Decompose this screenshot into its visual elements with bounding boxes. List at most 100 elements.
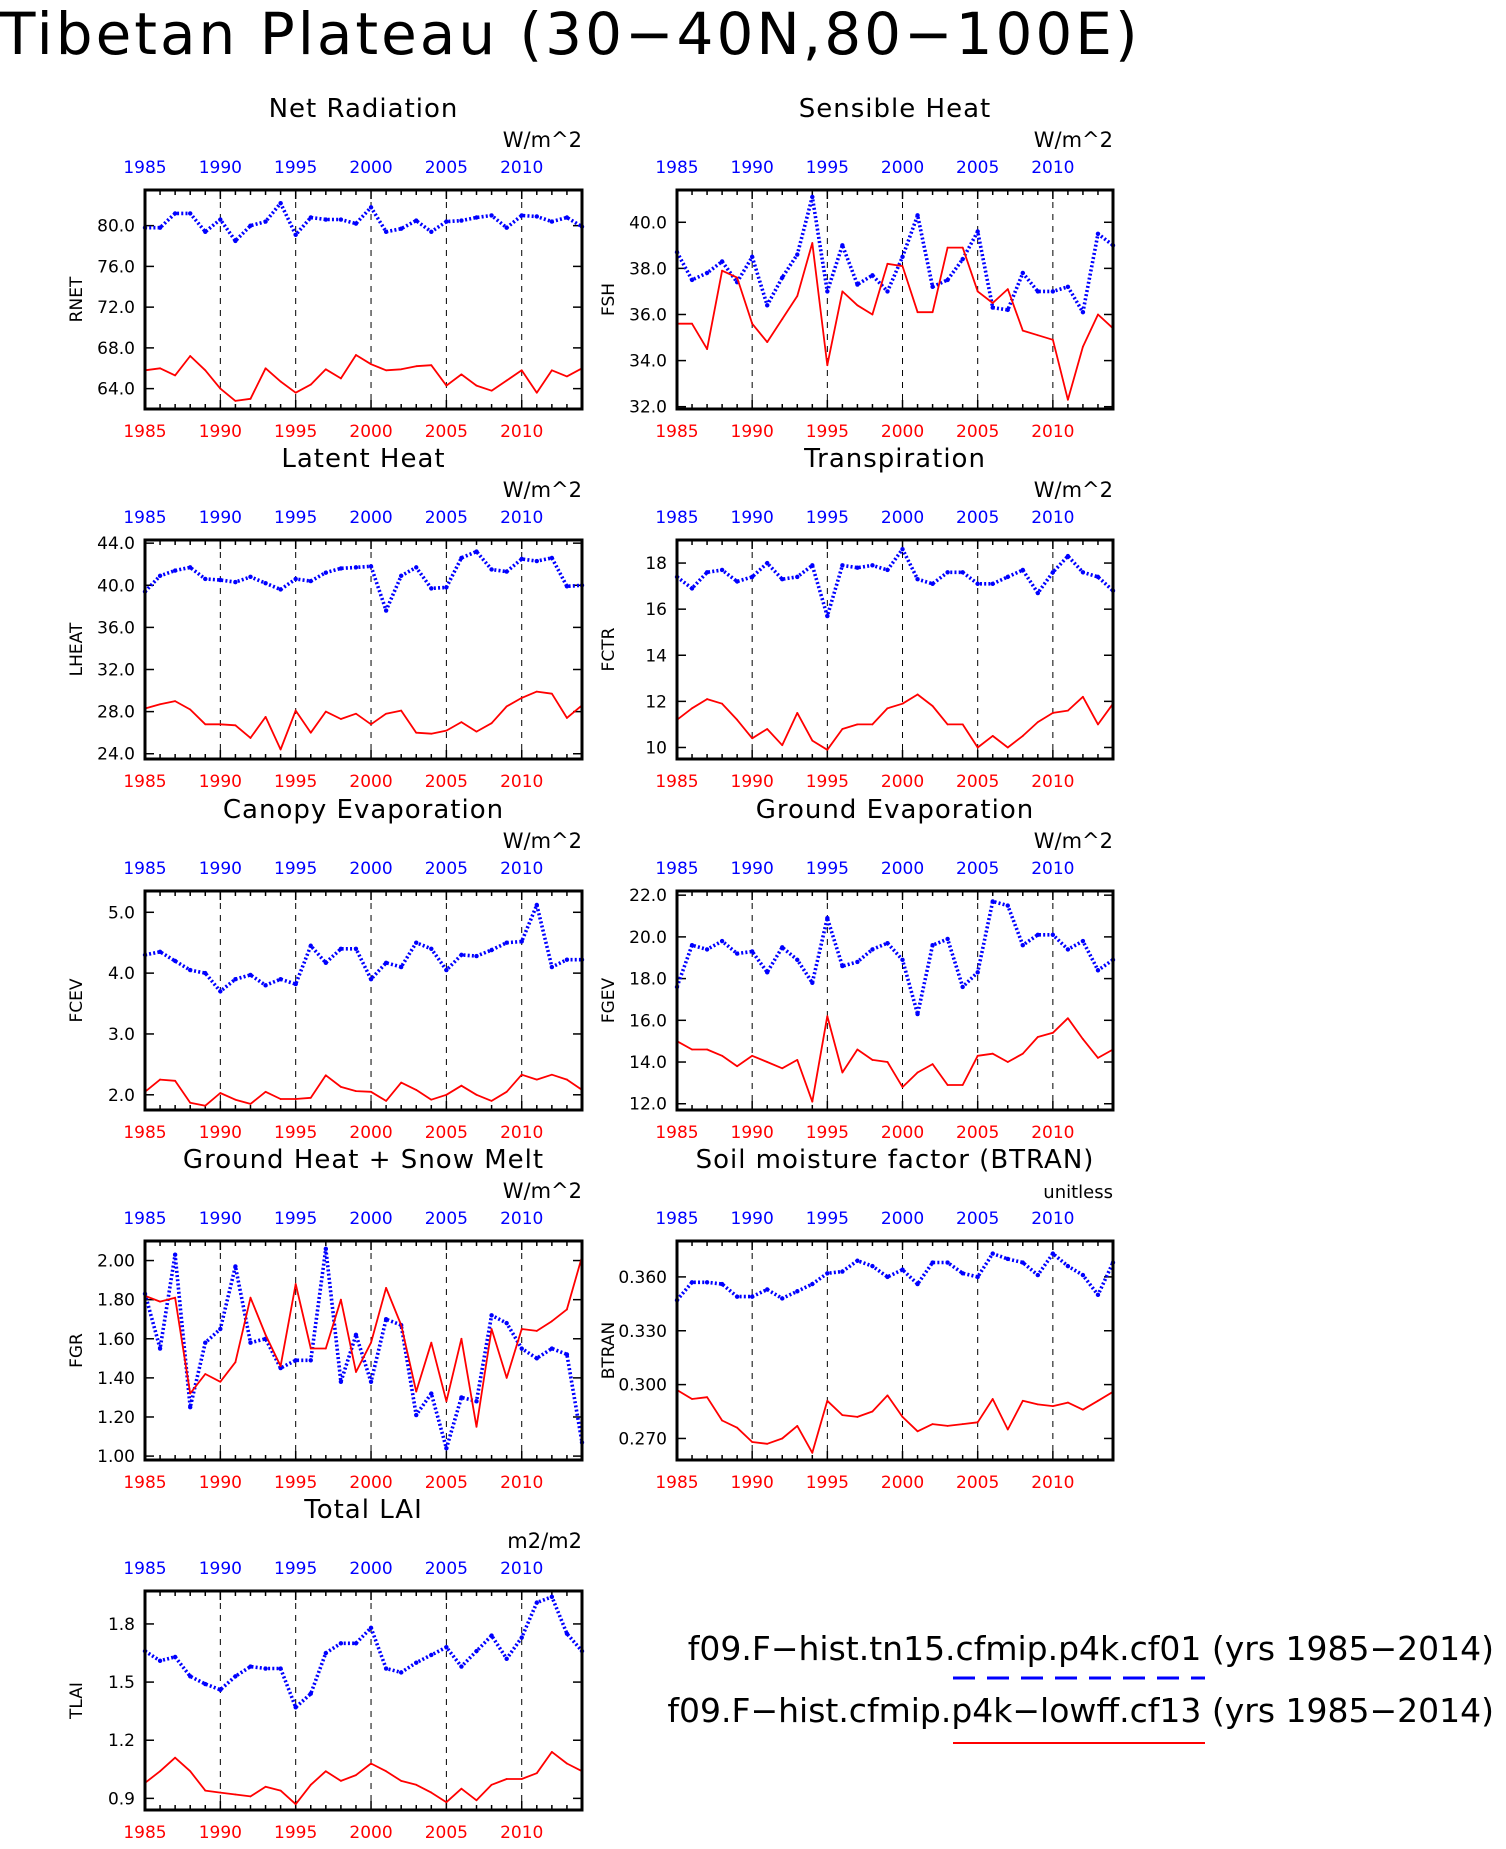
data-point-case1 <box>338 1379 344 1384</box>
data-point-case1 <box>308 1358 313 1363</box>
data-point-case2 <box>1051 711 1054 714</box>
y-tick-label: 20.0 <box>629 928 667 948</box>
x-tick-label-top: 2005 <box>425 508 468 528</box>
data-point-case2 <box>430 1098 433 1101</box>
data-point-case1 <box>689 943 695 948</box>
data-point-case2 <box>535 391 538 394</box>
data-point-case2 <box>324 1074 327 1077</box>
data-point-case2 <box>871 313 874 316</box>
units-label: W/m^2 <box>1034 128 1113 152</box>
data-point-case1 <box>263 983 268 988</box>
x-tick-label-top: 1995 <box>806 1209 849 1229</box>
x-tick-label-top: 1990 <box>731 1209 774 1229</box>
data-point-case1 <box>855 959 860 965</box>
chart-panel: Transpiration W/m^2 1985 1985 1990 1990 1995 19… <box>599 444 1116 792</box>
data-point-case1 <box>1005 307 1010 313</box>
data-point-case1 <box>368 1625 374 1631</box>
data-point-case1 <box>734 1294 740 1299</box>
data-point-case2 <box>400 1780 403 1782</box>
data-point-case1 <box>398 226 404 231</box>
data-point-case2 <box>249 1795 252 1798</box>
data-point-case1 <box>188 967 193 973</box>
data-point-case1 <box>308 215 313 220</box>
x-tick-label: 2005 <box>425 1473 468 1493</box>
y-tick-label: 1.2 <box>108 1731 135 1751</box>
data-point-case2 <box>234 399 237 402</box>
x-tick-label: 1990 <box>731 1123 774 1143</box>
y-tick-label: 0.270 <box>618 1429 667 1449</box>
data-point-case1 <box>172 1654 178 1660</box>
data-point-case1 <box>157 225 163 230</box>
data-point-case2 <box>550 1073 553 1076</box>
plot-frame <box>675 1239 1115 1462</box>
data-point-case2 <box>355 1090 357 1093</box>
x-tick-label: 1990 <box>199 422 242 442</box>
data-point-case1 <box>1080 1272 1086 1278</box>
data-point-case2 <box>505 705 508 708</box>
data-point-case1 <box>719 938 725 944</box>
data-point-case1 <box>414 1660 419 1665</box>
data-point-case1 <box>960 570 965 575</box>
plot-frame <box>675 188 1115 411</box>
data-point-case1 <box>203 576 208 582</box>
x-tick-label: 1985 <box>655 772 698 792</box>
data-point-case1 <box>203 1340 208 1345</box>
y-tick-label: 2.00 <box>97 1252 135 1272</box>
data-point-case2 <box>691 1398 693 1400</box>
data-point-case1 <box>885 1274 890 1280</box>
data-point-case2 <box>566 1308 568 1311</box>
data-point-case1 <box>429 1391 434 1396</box>
data-point-case2 <box>721 702 724 705</box>
data-point-case1 <box>353 1332 359 1338</box>
data-point-case1 <box>323 1246 329 1252</box>
x-tick-label: 2000 <box>881 1473 924 1493</box>
data-point-case1 <box>689 277 695 283</box>
data-point-case1 <box>172 568 178 573</box>
data-point-case1 <box>1020 567 1025 573</box>
data-point-case1 <box>278 587 283 592</box>
data-point-case2 <box>460 721 463 724</box>
data-point-case2 <box>976 1054 979 1057</box>
data-point-case1 <box>218 989 223 994</box>
data-point-case1 <box>855 565 860 570</box>
data-point-case1 <box>429 1652 434 1658</box>
data-point-case1 <box>353 221 359 226</box>
x-tick-label-top: 2000 <box>349 158 392 178</box>
data-point-case1 <box>689 586 695 591</box>
data-point-case2 <box>1006 746 1009 749</box>
data-point-case1 <box>780 1296 785 1301</box>
x-tick-label-top: 2010 <box>500 859 543 879</box>
data-point-case1 <box>519 939 524 944</box>
series-line-case1 <box>143 1247 584 1451</box>
chart-panel: Ground Heat + Snow Melt W/m^2 1985 1985 1990… <box>67 1145 585 1493</box>
data-point-case2 <box>1082 695 1084 698</box>
x-tick-label-top: 1985 <box>655 158 698 178</box>
data-point-case1 <box>1005 903 1010 908</box>
y-axis-label: FSH <box>599 283 619 316</box>
data-point-case2 <box>279 748 282 751</box>
series-line-case2 <box>676 693 1114 751</box>
data-point-case1 <box>188 1405 193 1410</box>
y-tick-label: 2.0 <box>108 1086 135 1106</box>
data-point-case1 <box>810 194 815 200</box>
data-point-case2 <box>324 1770 327 1773</box>
data-point-case1 <box>719 567 725 573</box>
data-point-case1 <box>825 289 830 294</box>
data-point-case2 <box>355 1774 357 1777</box>
data-point-case2 <box>991 1398 994 1400</box>
data-point-case1 <box>990 899 995 904</box>
data-point-case1 <box>810 980 815 985</box>
x-tick-label: 1985 <box>123 422 166 442</box>
x-tick-label-top: 2000 <box>881 158 924 178</box>
x-tick-label: 2000 <box>349 772 392 792</box>
data-point-case2 <box>475 384 478 387</box>
y-tick-label: 4.0 <box>108 964 135 984</box>
data-point-case1 <box>489 1633 494 1638</box>
data-point-case1 <box>900 1267 905 1272</box>
x-tick-label: 1985 <box>123 1123 166 1143</box>
data-point-case1 <box>1095 1292 1101 1298</box>
data-point-case2 <box>961 1084 964 1086</box>
data-point-case2 <box>279 1365 282 1368</box>
chart-title: Total LAI <box>303 1495 423 1525</box>
data-point-case2 <box>566 717 568 719</box>
